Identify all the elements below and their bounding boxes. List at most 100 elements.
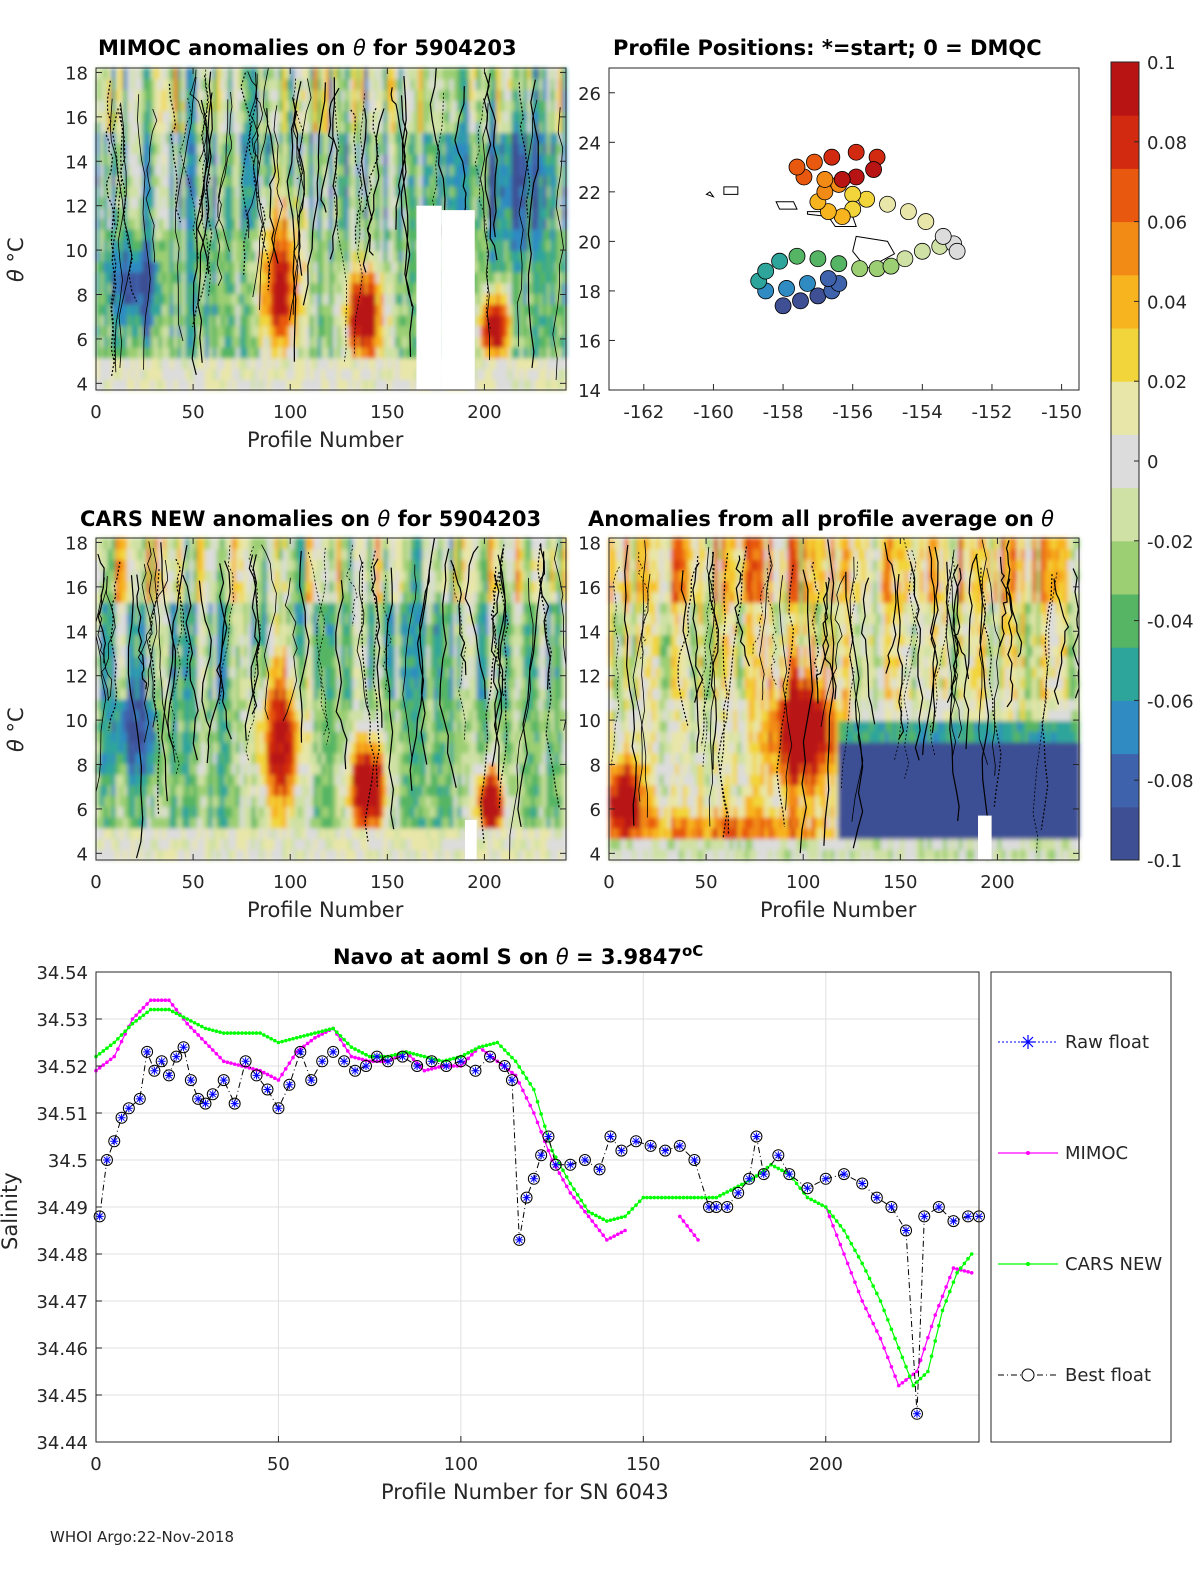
heatmap-cell: [150, 709, 155, 722]
heatmap-cell: [134, 666, 140, 679]
heatmap-cell: [196, 261, 202, 273]
heatmap-cell: [196, 699, 202, 711]
heatmap-cell: [562, 293, 567, 305]
heatmap-cell: [274, 186, 280, 198]
heatmap-cell: [410, 175, 416, 187]
heatmap-cell: [313, 132, 319, 144]
heatmap-cell: [107, 774, 113, 786]
heatmap-cell: [111, 218, 117, 230]
heatmap-cell: [111, 153, 117, 166]
heatmap-cell: [127, 763, 132, 775]
heatmap-cell: [103, 731, 109, 743]
heatmap-cell: [402, 368, 408, 380]
heatmap-cell: [150, 774, 155, 786]
heatmap-cell: [220, 186, 225, 198]
heatmap-cell: [127, 827, 132, 840]
heatmap-cell: [317, 379, 322, 391]
heatmap-cell: [309, 379, 315, 391]
heatmap-cell: [150, 336, 155, 348]
heatmap-cell: [200, 261, 206, 273]
heatmap-cell: [177, 153, 183, 166]
heatmap-cell: [185, 196, 190, 209]
heatmap-cell: [523, 164, 528, 176]
heatmap-cell: [259, 336, 264, 348]
heatmap-cell: [243, 347, 249, 359]
heatmap-cell: [193, 849, 198, 861]
heatmap-cell: [480, 379, 486, 391]
heatmap-cell: [196, 78, 202, 91]
heatmap-cell: [336, 229, 342, 241]
heatmap-cell: [177, 379, 183, 391]
y-tick-label: 26: [578, 84, 601, 105]
heatmap-cell: [154, 817, 159, 829]
heatmap-cell: [534, 261, 540, 273]
heatmap-cell: [259, 89, 264, 101]
heatmap-cell: [193, 656, 198, 668]
heatmap-cell: [220, 817, 225, 829]
heatmap-cell: [554, 250, 559, 262]
heatmap-cell: [398, 218, 404, 230]
heatmap-cell: [406, 110, 412, 123]
heatmap-cell: [294, 229, 299, 241]
heatmap-cell: [173, 548, 179, 561]
heatmap-cell: [173, 538, 179, 550]
heatmap-cell: [169, 207, 175, 219]
heatmap-cell: [305, 89, 311, 101]
heatmap-cell: [449, 143, 454, 155]
heatmap-cell: [321, 261, 326, 273]
heatmap-cell: [138, 538, 144, 550]
heatmap-cell: [402, 218, 408, 230]
heatmap-cell: [313, 379, 319, 391]
heatmap-cell: [418, 110, 423, 123]
heatmap-cell: [150, 666, 155, 679]
heatmap-cell: [488, 110, 493, 123]
heatmap-cell: [352, 357, 357, 370]
heatmap-cell: [325, 153, 330, 166]
heatmap-cell: [395, 379, 400, 391]
heatmap-cell: [189, 709, 194, 722]
heatmap-cell: [173, 602, 179, 614]
heatmap-cell: [457, 164, 462, 176]
heatmap-cell: [410, 153, 416, 166]
heatmap-cell: [231, 347, 237, 359]
heatmap-cell: [165, 806, 171, 818]
heatmap-cell: [325, 379, 330, 391]
heatmap-cell: [344, 196, 350, 209]
heatmap-cell: [96, 645, 101, 657]
heatmap-cell: [383, 336, 388, 348]
heatmap-cell: [406, 175, 412, 187]
heatmap-cell: [177, 207, 183, 219]
heatmap-cell: [468, 164, 474, 176]
heatmap-cell: [496, 282, 501, 294]
heatmap-cell: [523, 239, 528, 252]
heatmap-cell: [562, 207, 567, 219]
heatmap-cell: [352, 175, 357, 187]
heatmap-cell: [208, 688, 214, 700]
heatmap-cell: [224, 218, 229, 230]
heatmap-cell: [360, 100, 365, 112]
heatmap-cell: [142, 784, 148, 797]
heatmap-cell: [196, 347, 202, 359]
heatmap-cell: [119, 132, 124, 144]
heatmap-cell: [538, 218, 544, 230]
heatmap-cell: [476, 175, 482, 187]
heatmap-cell: [309, 357, 315, 370]
heatmap-cell: [111, 806, 117, 818]
heatmap-cell: [103, 666, 109, 679]
heatmap-cell: [220, 239, 225, 252]
heatmap-cell: [251, 218, 256, 230]
heatmap-cell: [290, 186, 295, 198]
heatmap-cell: [165, 218, 171, 230]
heatmap-cell: [177, 806, 183, 818]
heatmap-cell: [127, 89, 132, 101]
heatmap-cell: [220, 110, 225, 123]
heatmap-cell: [360, 89, 365, 101]
heatmap-cell: [538, 110, 544, 123]
heatmap-cell: [313, 229, 319, 241]
heatmap-cell: [290, 196, 295, 209]
heatmap-cell: [220, 720, 225, 732]
heatmap-cell: [189, 817, 194, 829]
heatmap-cell: [511, 239, 517, 252]
heatmap-cell: [181, 164, 186, 176]
heatmap-cell: [278, 250, 284, 262]
